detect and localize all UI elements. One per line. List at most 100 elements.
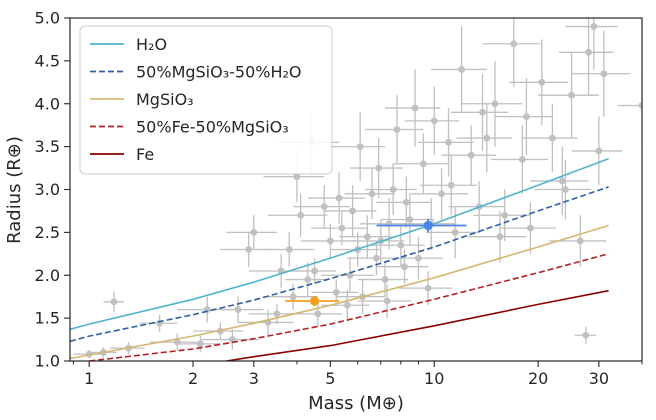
planet-point [565,18,618,70]
planet-marker [332,289,340,296]
planet-point [467,210,527,263]
planet-marker [402,198,410,206]
planet-marker [320,203,328,211]
planet-point [456,103,512,173]
planet-point [139,314,178,332]
planet-marker [196,340,204,348]
planet-marker [363,233,371,241]
composition-curve-0 [70,157,609,331]
planet-marker [496,233,504,241]
planet-marker [600,70,608,78]
planet-marker [273,310,281,318]
planet-point [293,185,350,229]
planet-point [263,283,318,310]
planet-point [420,155,477,216]
planet-point [248,253,308,289]
planet-marker [415,254,422,262]
planet-point [258,232,315,267]
planet-marker [558,177,566,185]
y-tick-label: 1.0 [35,352,60,371]
planet-point [349,138,403,199]
planet-marker [445,138,452,146]
planet-point [344,168,396,220]
planet-point [473,189,531,241]
planet-point [207,296,264,323]
planet-point [522,103,578,173]
legend-label-0: H₂O [136,35,167,54]
y-tick-label: 4.5 [35,51,60,70]
y-tick-label: 1.5 [35,309,60,328]
planet-point [376,176,432,229]
planet-marker [314,310,322,318]
x-axis-label: Mass (M⊕) [308,393,404,414]
planet-marker [375,164,383,172]
planet-marker [479,108,486,116]
planet-point [398,270,453,306]
composition-curve-1 [70,186,609,343]
planet-point [339,215,392,259]
planet-point [409,168,468,220]
planet-marker [447,181,455,189]
highlighted-planet-marker [423,220,433,231]
highlighted-planet-1 [285,295,340,307]
planet-marker [518,156,526,163]
planet-marker [568,91,575,99]
planet-marker [393,126,401,133]
x-tick-label: 5 [325,369,335,388]
planet-marker [590,23,598,30]
planet-marker [501,211,509,219]
planet-marker [401,263,408,271]
planet-marker [483,134,491,142]
planet-marker [304,276,312,283]
planet-marker [285,246,293,253]
planet-marker [250,228,258,236]
planet-point [431,26,487,113]
highlighted-planet-marker [309,296,320,306]
planet-marker [595,147,603,155]
planet-point [307,172,365,224]
planet-point [364,163,417,216]
x-tick-label: 3 [249,369,259,388]
x-tick-label: 20 [528,369,548,388]
planet-marker [397,241,405,249]
planet-point [571,116,622,186]
planet-point [226,215,277,250]
planet-marker [311,267,318,275]
y-tick-label: 2.5 [35,223,60,242]
x-tick-label: 30 [589,369,609,388]
planet-marker [356,143,364,151]
y-axis-ticks: 1.0 1.5 2.0 2.5 3.0 3.5 4.0 4.5 5.0 [35,9,70,371]
planet-marker [234,306,242,313]
planet-marker [297,211,305,219]
planet-point [538,52,599,139]
y-tick-label: 3.0 [35,180,60,199]
planet-marker [638,102,642,109]
legend-box [79,25,333,175]
planet-marker [467,151,475,159]
planet-point [509,39,569,126]
planet-point [393,133,449,194]
planet-point [571,30,631,117]
planet-marker [510,40,518,48]
planet-marker [368,190,376,198]
planet-point [364,95,424,164]
planet-point [499,202,556,254]
x-tick-label: 10 [424,369,444,388]
planet-marker [343,301,351,309]
planet-point [321,258,375,293]
composition-curve-2 [70,224,609,360]
legend-label-4: Fe [136,145,154,164]
planet-point [330,112,386,181]
planet-marker [527,224,534,232]
composition-curves-layer [70,157,609,361]
planet-point [311,210,368,246]
planet-point [530,146,589,216]
planet-marker [549,134,556,142]
legend-label-1: 50%MgSiO₃-50%H₂O [136,63,302,82]
planet-point [103,291,124,313]
planet-marker [381,276,389,283]
planet-marker [373,254,380,262]
planet-point [461,60,523,147]
planet-marker [458,66,465,73]
